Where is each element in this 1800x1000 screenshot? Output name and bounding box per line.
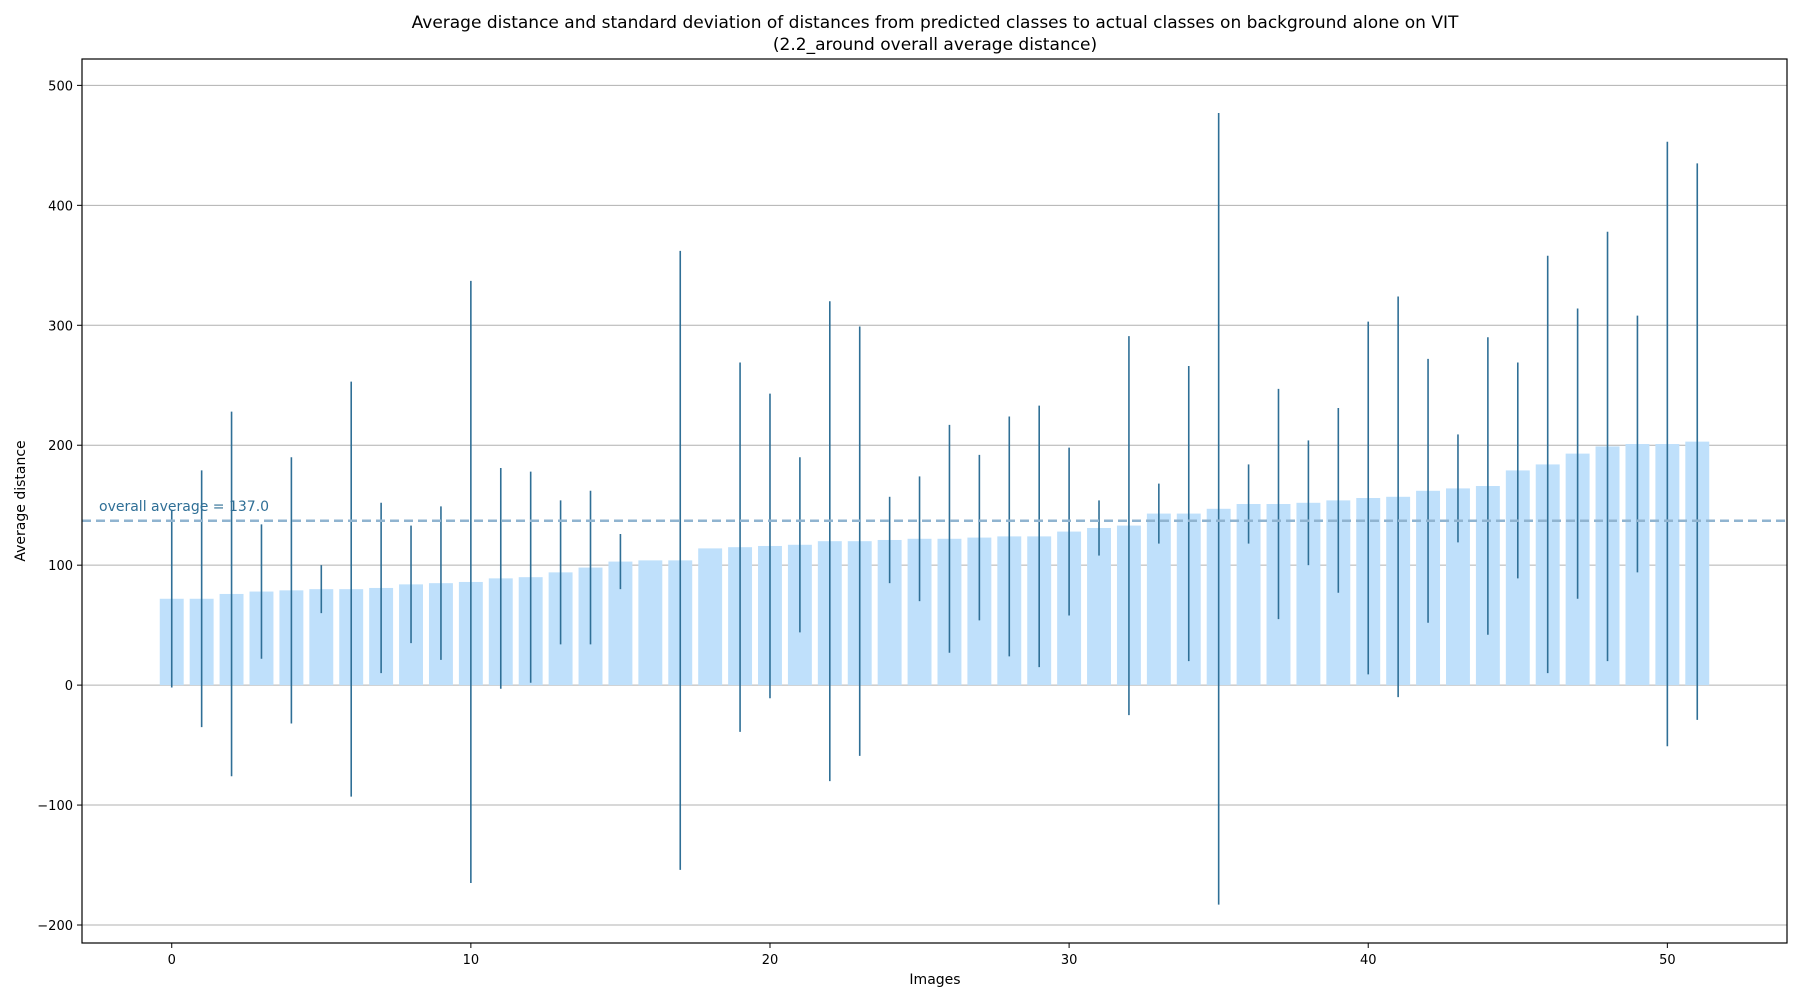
bar — [1146, 513, 1171, 686]
chart-title: Average distance and standard deviation … — [412, 13, 1459, 33]
bar — [638, 560, 663, 686]
overall-average: overall average = 137.0 — [82, 499, 1787, 523]
bar — [698, 548, 723, 686]
y-tick-label: 0 — [65, 679, 73, 694]
bar — [1446, 488, 1470, 686]
overall-average-label: overall average = 137.0 — [99, 499, 269, 515]
bar — [608, 561, 633, 686]
bar — [877, 539, 902, 686]
x-tick-label: 10 — [463, 953, 480, 968]
x-axis-label: Images — [909, 972, 960, 988]
bars — [159, 441, 1710, 686]
bar — [1296, 502, 1321, 686]
plot-frame — [81, 58, 1788, 944]
grid — [82, 84, 1787, 926]
bar — [1236, 503, 1261, 686]
bar — [1087, 527, 1111, 686]
y-axis-ticks: −200 −100 0 100 200 300 400 500 — [37, 79, 82, 934]
x-tick-label: 30 — [1061, 953, 1078, 968]
y-tick-label: −200 — [37, 919, 73, 934]
y-tick-label: 300 — [48, 319, 73, 334]
x-tick-label: 50 — [1659, 953, 1676, 968]
y-tick-label: 200 — [48, 439, 73, 454]
y-axis-label: Average distance — [13, 440, 29, 561]
bar — [907, 538, 932, 686]
y-tick-label: 400 — [48, 199, 73, 214]
y-tick-label: −100 — [37, 799, 73, 814]
y-tick-label: 500 — [48, 79, 73, 94]
bar — [309, 589, 334, 686]
x-tick-label: 20 — [762, 953, 779, 968]
x-axis-ticks: 0 10 20 30 40 50 — [168, 943, 1676, 968]
x-tick-label: 0 — [168, 953, 176, 968]
x-tick-label: 40 — [1360, 953, 1377, 968]
chart-subtitle: (2.2_around overall average distance) — [773, 35, 1097, 55]
error-bars — [170, 112, 1699, 905]
y-tick-label: 100 — [48, 559, 73, 574]
